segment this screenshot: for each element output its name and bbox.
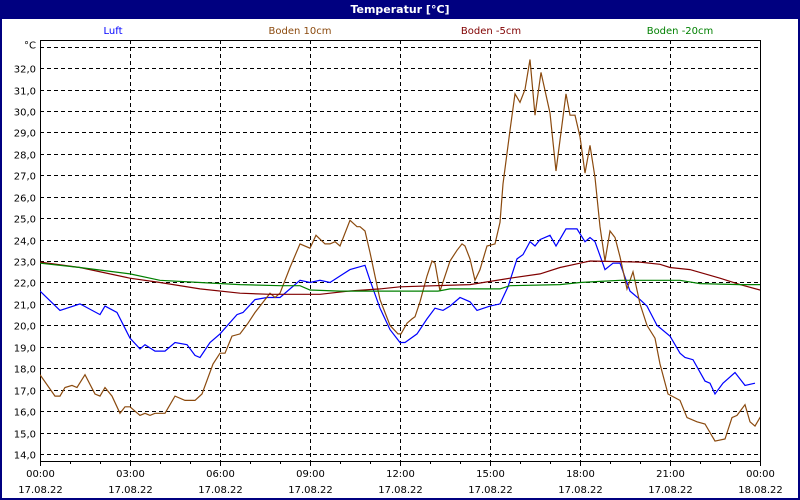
y-tick-label: 15,0 [14, 430, 36, 441]
x-tick-time: 21:00 [656, 469, 685, 480]
y-tick-label: 17,0 [14, 387, 36, 398]
x-tick-date: 18.08.22 [738, 485, 783, 496]
y-tick-label: 31,0 [14, 87, 36, 98]
y-unit-label: °C [24, 41, 36, 52]
x-tick-time: 18:00 [566, 469, 595, 480]
x-tick-date: 17.08.22 [378, 485, 423, 496]
series-line-luft [40, 228, 756, 396]
y-tick-label: 18,0 [14, 365, 36, 376]
y-tick-label: 16,0 [14, 408, 36, 419]
x-tick-time: 15:00 [476, 469, 505, 480]
y-tick-label: 14,0 [14, 451, 36, 462]
x-tick-time: 00:00 [746, 469, 775, 480]
y-tick-label: 26,0 [14, 194, 36, 205]
legend-entry: Boden -5cm [461, 26, 521, 37]
x-tick-time: 03:00 [116, 469, 145, 480]
x-tick-date: 17.08.22 [108, 485, 153, 496]
y-tick-label: 19,0 [14, 344, 36, 355]
y-tick-label: 21,0 [14, 301, 36, 312]
x-tick-date: 17.08.22 [18, 485, 63, 496]
x-tick-time: 00:00 [26, 469, 55, 480]
y-tick-label: 27,0 [14, 172, 36, 183]
x-tick-date: 17.08.22 [468, 485, 513, 496]
x-tick-date: 17.08.22 [648, 485, 693, 496]
x-tick-date: 17.08.22 [198, 485, 243, 496]
y-tick-label: 32,0 [14, 65, 36, 76]
y-tick-label: 28,0 [14, 151, 36, 162]
x-tick-time: 12:00 [386, 469, 415, 480]
y-tick-label: 20,0 [14, 322, 36, 333]
y-tick-label: 22,0 [14, 279, 36, 290]
series-line-boden--5cm [40, 260, 760, 295]
plot-frame [40, 40, 761, 462]
legend-entry: Boden -20cm [647, 26, 714, 37]
y-tick-label: 25,0 [14, 215, 36, 226]
y-tick-label: 23,0 [14, 258, 36, 269]
y-tick-label: 29,0 [14, 129, 36, 140]
series-line-boden--20cm [40, 262, 760, 292]
y-tick-label: 30,0 [14, 108, 36, 119]
window-title: Temperatur [°C] [2, 0, 798, 19]
y-tick-label: 24,0 [14, 237, 36, 248]
legend-entry: Luft [104, 26, 123, 37]
legend-entry: Boden 10cm [269, 26, 332, 37]
series-line-boden-10cm [40, 59, 760, 442]
x-tick-time: 06:00 [206, 469, 235, 480]
x-tick-date: 17.08.22 [558, 485, 603, 496]
x-tick-time: 09:00 [296, 469, 325, 480]
x-tick-date: 17.08.22 [288, 485, 333, 496]
